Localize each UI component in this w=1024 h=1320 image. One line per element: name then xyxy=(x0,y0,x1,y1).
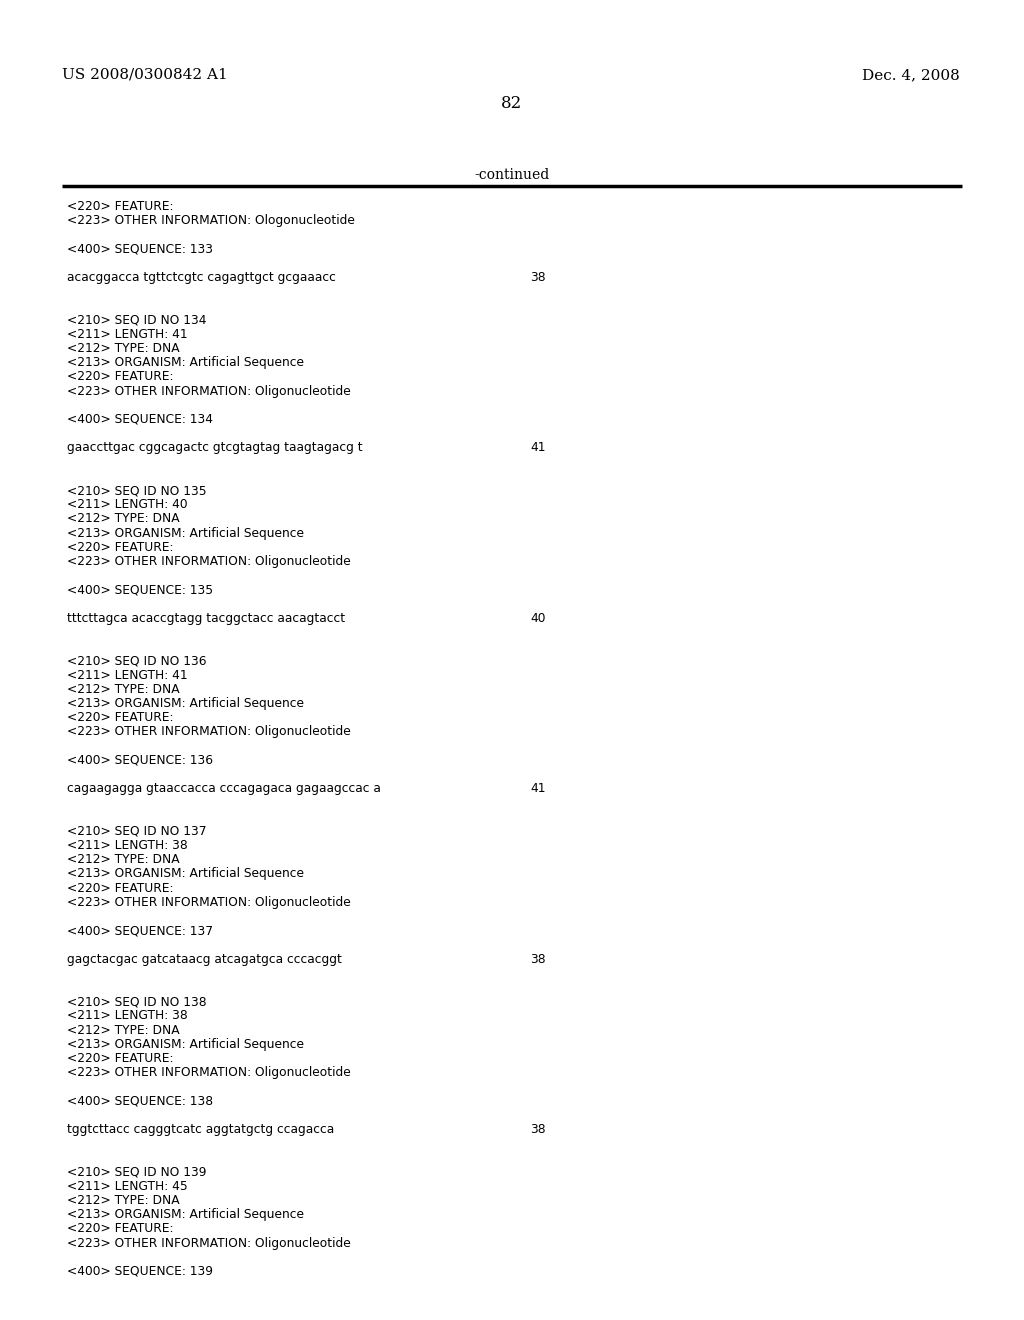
Text: <220> FEATURE:: <220> FEATURE: xyxy=(67,201,173,213)
Text: 41: 41 xyxy=(530,441,546,454)
Text: <210> SEQ ID NO 136: <210> SEQ ID NO 136 xyxy=(67,655,207,668)
Text: <211> LENGTH: 38: <211> LENGTH: 38 xyxy=(67,840,187,851)
Text: <223> OTHER INFORMATION: Oligonucleotide: <223> OTHER INFORMATION: Oligonucleotide xyxy=(67,726,351,738)
Text: cagaagagga gtaaccacca cccagagaca gagaagccac a: cagaagagga gtaaccacca cccagagaca gagaagc… xyxy=(67,783,381,795)
Text: <211> LENGTH: 45: <211> LENGTH: 45 xyxy=(67,1180,187,1193)
Text: <210> SEQ ID NO 134: <210> SEQ ID NO 134 xyxy=(67,314,207,326)
Text: <220> FEATURE:: <220> FEATURE: xyxy=(67,711,173,725)
Text: <211> LENGTH: 40: <211> LENGTH: 40 xyxy=(67,498,187,511)
Text: <220> FEATURE:: <220> FEATURE: xyxy=(67,1222,173,1236)
Text: <400> SEQUENCE: 134: <400> SEQUENCE: 134 xyxy=(67,413,213,426)
Text: <213> ORGANISM: Artificial Sequence: <213> ORGANISM: Artificial Sequence xyxy=(67,867,304,880)
Text: <400> SEQUENCE: 136: <400> SEQUENCE: 136 xyxy=(67,754,213,767)
Text: 38: 38 xyxy=(530,953,546,966)
Text: 41: 41 xyxy=(530,783,546,795)
Text: <223> OTHER INFORMATION: Oligonucleotide: <223> OTHER INFORMATION: Oligonucleotide xyxy=(67,896,351,908)
Text: <223> OTHER INFORMATION: Oligonucleotide: <223> OTHER INFORMATION: Oligonucleotide xyxy=(67,1237,351,1250)
Text: <220> FEATURE:: <220> FEATURE: xyxy=(67,371,173,383)
Text: <220> FEATURE:: <220> FEATURE: xyxy=(67,1052,173,1065)
Text: <212> TYPE: DNA: <212> TYPE: DNA xyxy=(67,682,179,696)
Text: 82: 82 xyxy=(502,95,522,112)
Text: <220> FEATURE:: <220> FEATURE: xyxy=(67,541,173,554)
Text: <223> OTHER INFORMATION: Oligonucleotide: <223> OTHER INFORMATION: Oligonucleotide xyxy=(67,384,351,397)
Text: 38: 38 xyxy=(530,271,546,284)
Text: <212> TYPE: DNA: <212> TYPE: DNA xyxy=(67,1023,179,1036)
Text: <400> SEQUENCE: 133: <400> SEQUENCE: 133 xyxy=(67,243,213,256)
Text: <400> SEQUENCE: 135: <400> SEQUENCE: 135 xyxy=(67,583,213,597)
Text: <213> ORGANISM: Artificial Sequence: <213> ORGANISM: Artificial Sequence xyxy=(67,527,304,540)
Text: <210> SEQ ID NO 138: <210> SEQ ID NO 138 xyxy=(67,995,207,1008)
Text: tttcttagca acaccgtagg tacggctacc aacagtacct: tttcttagca acaccgtagg tacggctacc aacagta… xyxy=(67,611,345,624)
Text: <223> OTHER INFORMATION: Ologonucleotide: <223> OTHER INFORMATION: Ologonucleotide xyxy=(67,214,355,227)
Text: <211> LENGTH: 41: <211> LENGTH: 41 xyxy=(67,669,187,681)
Text: <212> TYPE: DNA: <212> TYPE: DNA xyxy=(67,512,179,525)
Text: <213> ORGANISM: Artificial Sequence: <213> ORGANISM: Artificial Sequence xyxy=(67,697,304,710)
Text: <400> SEQUENCE: 137: <400> SEQUENCE: 137 xyxy=(67,924,213,937)
Text: <212> TYPE: DNA: <212> TYPE: DNA xyxy=(67,342,179,355)
Text: <213> ORGANISM: Artificial Sequence: <213> ORGANISM: Artificial Sequence xyxy=(67,1038,304,1051)
Text: 38: 38 xyxy=(530,1123,546,1137)
Text: <213> ORGANISM: Artificial Sequence: <213> ORGANISM: Artificial Sequence xyxy=(67,1208,304,1221)
Text: <400> SEQUENCE: 138: <400> SEQUENCE: 138 xyxy=(67,1094,213,1107)
Text: acacggacca tgttctcgtc cagagttgct gcgaaacc: acacggacca tgttctcgtc cagagttgct gcgaaac… xyxy=(67,271,336,284)
Text: gaaccttgac cggcagactc gtcgtagtag taagtagacg t: gaaccttgac cggcagactc gtcgtagtag taagtag… xyxy=(67,441,362,454)
Text: <210> SEQ ID NO 139: <210> SEQ ID NO 139 xyxy=(67,1166,207,1179)
Text: <212> TYPE: DNA: <212> TYPE: DNA xyxy=(67,1195,179,1206)
Text: <220> FEATURE:: <220> FEATURE: xyxy=(67,882,173,895)
Text: tggtcttacc cagggtcatc aggtatgctg ccagacca: tggtcttacc cagggtcatc aggtatgctg ccagacc… xyxy=(67,1123,334,1137)
Text: <211> LENGTH: 41: <211> LENGTH: 41 xyxy=(67,327,187,341)
Text: Dec. 4, 2008: Dec. 4, 2008 xyxy=(862,69,961,82)
Text: US 2008/0300842 A1: US 2008/0300842 A1 xyxy=(62,69,227,82)
Text: <223> OTHER INFORMATION: Oligonucleotide: <223> OTHER INFORMATION: Oligonucleotide xyxy=(67,1067,351,1080)
Text: 40: 40 xyxy=(530,611,546,624)
Text: <210> SEQ ID NO 137: <210> SEQ ID NO 137 xyxy=(67,825,207,838)
Text: <400> SEQUENCE: 139: <400> SEQUENCE: 139 xyxy=(67,1265,213,1278)
Text: <223> OTHER INFORMATION: Oligonucleotide: <223> OTHER INFORMATION: Oligonucleotide xyxy=(67,554,351,568)
Text: <212> TYPE: DNA: <212> TYPE: DNA xyxy=(67,853,179,866)
Text: <210> SEQ ID NO 135: <210> SEQ ID NO 135 xyxy=(67,484,207,498)
Text: -continued: -continued xyxy=(474,168,550,182)
Text: <213> ORGANISM: Artificial Sequence: <213> ORGANISM: Artificial Sequence xyxy=(67,356,304,370)
Text: gagctacgac gatcataacg atcagatgca cccacggt: gagctacgac gatcataacg atcagatgca cccacgg… xyxy=(67,953,342,966)
Text: <211> LENGTH: 38: <211> LENGTH: 38 xyxy=(67,1010,187,1023)
